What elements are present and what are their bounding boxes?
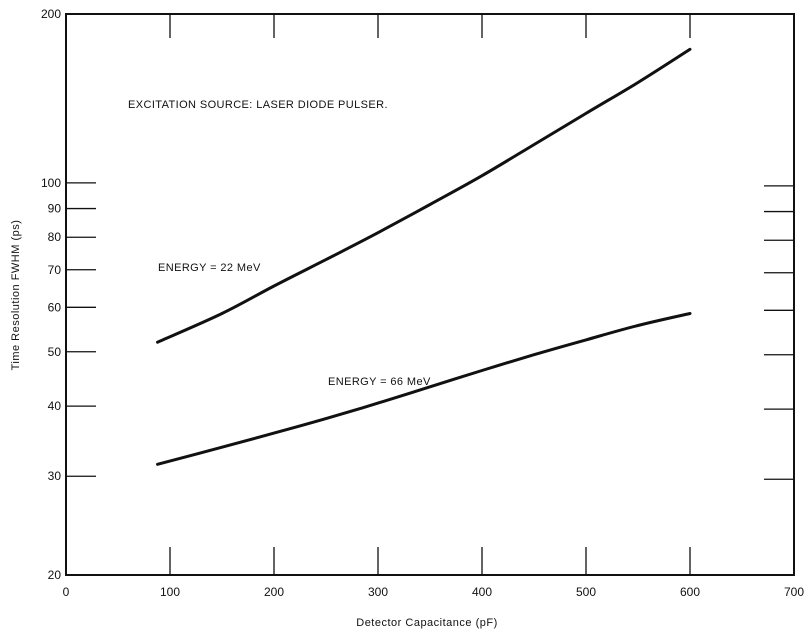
- y-tick-label: 20: [48, 568, 62, 582]
- x-tick-label: 0: [63, 585, 70, 599]
- plot-frame: [65, 13, 795, 576]
- x-tick-label: 400: [472, 585, 492, 599]
- y-tick-label: 30: [48, 469, 62, 483]
- y-tick-label: 70: [48, 263, 62, 277]
- x-tick-label: 700: [784, 585, 804, 599]
- y-tick-label: 60: [48, 300, 62, 314]
- y-tick-label: 200: [41, 7, 61, 21]
- y-tick-label: 80: [48, 230, 62, 244]
- x-tick-label: 600: [680, 585, 700, 599]
- y-tick-label: 90: [48, 202, 62, 216]
- series-label-66mev: ENERGY = 66 MeV: [328, 376, 431, 388]
- x-tick-label: 300: [368, 585, 388, 599]
- series-lines: [156, 47, 692, 466]
- x-tick-label: 500: [576, 585, 596, 599]
- x-tick-label: 100: [160, 585, 180, 599]
- y-tick-label: 40: [48, 399, 62, 413]
- axis-ticks: 0 100 200 300 400 500 600 700 20 30 40 50 60 70 80 90 10…: [41, 7, 804, 599]
- x-axis-title: Detector Capacitance (pF): [356, 617, 498, 629]
- series-label-22mev: ENERGY = 22 MeV: [158, 262, 261, 274]
- y-tick-label: 50: [48, 345, 62, 359]
- series-line-66mev: [156, 312, 692, 466]
- y-tick-label: 100: [41, 176, 61, 190]
- x-tick-label: 200: [264, 585, 284, 599]
- series-line-22mev: [156, 47, 692, 344]
- annotation-text: EXCITATION SOURCE: LASER DIODE PULSER.: [128, 99, 388, 111]
- y-axis-title: Time Resolution FWHM (ps): [10, 220, 22, 371]
